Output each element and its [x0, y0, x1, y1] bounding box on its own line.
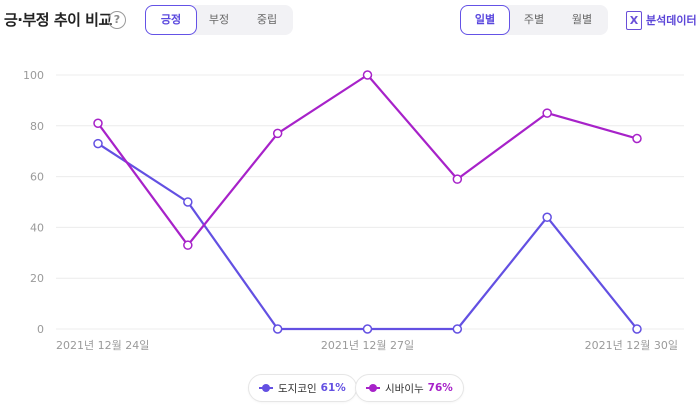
series-points [93, 70, 642, 334]
legend-name: 시바이누 [385, 382, 424, 395]
legend-name: 도지코인 [278, 382, 317, 395]
y-tick-label: 80 [30, 120, 44, 133]
tab-monthly[interactable]: 월별 [571, 13, 593, 26]
legend-percent: 76% [427, 382, 453, 394]
series-line-1 [97, 73, 638, 247]
tab-daily[interactable]: 일별 [460, 5, 510, 35]
data-point [93, 138, 103, 149]
data-point [362, 70, 373, 80]
y-tick-label: 60 [30, 171, 44, 184]
legend-swatch [259, 384, 273, 392]
data-point [632, 133, 642, 144]
sentiment-tab-group: 긍정 부정 중립 [145, 5, 293, 35]
legend-item-shiba-inu[interactable]: 시바이누 76% [355, 374, 464, 402]
legend-item-dogecoin[interactable]: 도지코인 61% [248, 374, 357, 402]
x-tick-label: 2021년 12월 30일 [585, 338, 678, 352]
chart-header: 긍·부정 추이 비교 ? 긍정 부정 중립 일별 주별 월별 X 분석데이터 [0, 0, 700, 40]
y-axis-ticks: 0 20 40 60 80 100 [23, 69, 44, 336]
excel-file-icon: X [626, 10, 642, 30]
data-point [183, 197, 193, 207]
data-point [542, 108, 552, 118]
data-point [272, 128, 283, 139]
data-point [452, 174, 463, 184]
y-tick-label: 100 [23, 69, 44, 82]
data-point [362, 324, 373, 334]
series-line-0 [97, 142, 638, 331]
legend-percent: 61% [320, 382, 346, 394]
x-axis-ticks: 2021년 12월 24일 2021년 12월 27일 2021년 12월 30일 [56, 338, 678, 352]
data-point [452, 324, 463, 334]
question-circle-icon[interactable]: ? [108, 11, 126, 29]
data-point [632, 324, 642, 334]
data-point [542, 212, 552, 222]
x-tick-label: 2021년 12월 27일 [321, 338, 414, 352]
tab-weekly[interactable]: 주별 [523, 13, 545, 26]
series-lines [97, 73, 638, 331]
legend-swatch [366, 384, 380, 392]
export-data-button[interactable]: X 분석데이터 [626, 10, 697, 30]
y-tick-label: 40 [30, 221, 44, 234]
data-point [272, 324, 283, 334]
x-tick-label: 2021년 12월 24일 [56, 338, 149, 352]
tab-positive[interactable]: 긍정 [145, 5, 197, 35]
tab-negative[interactable]: 부정 [208, 13, 230, 26]
tab-neutral[interactable]: 중립 [256, 13, 278, 26]
export-data-label: 분석데이터 [646, 14, 697, 27]
y-tick-label: 0 [37, 323, 44, 336]
chart-title: 긍·부정 추이 비교 [4, 11, 112, 29]
period-tab-group: 일별 주별 월별 [460, 5, 608, 35]
y-tick-label: 20 [30, 272, 44, 285]
data-point [183, 240, 193, 250]
data-point [93, 118, 103, 129]
grid-lines [56, 74, 684, 330]
